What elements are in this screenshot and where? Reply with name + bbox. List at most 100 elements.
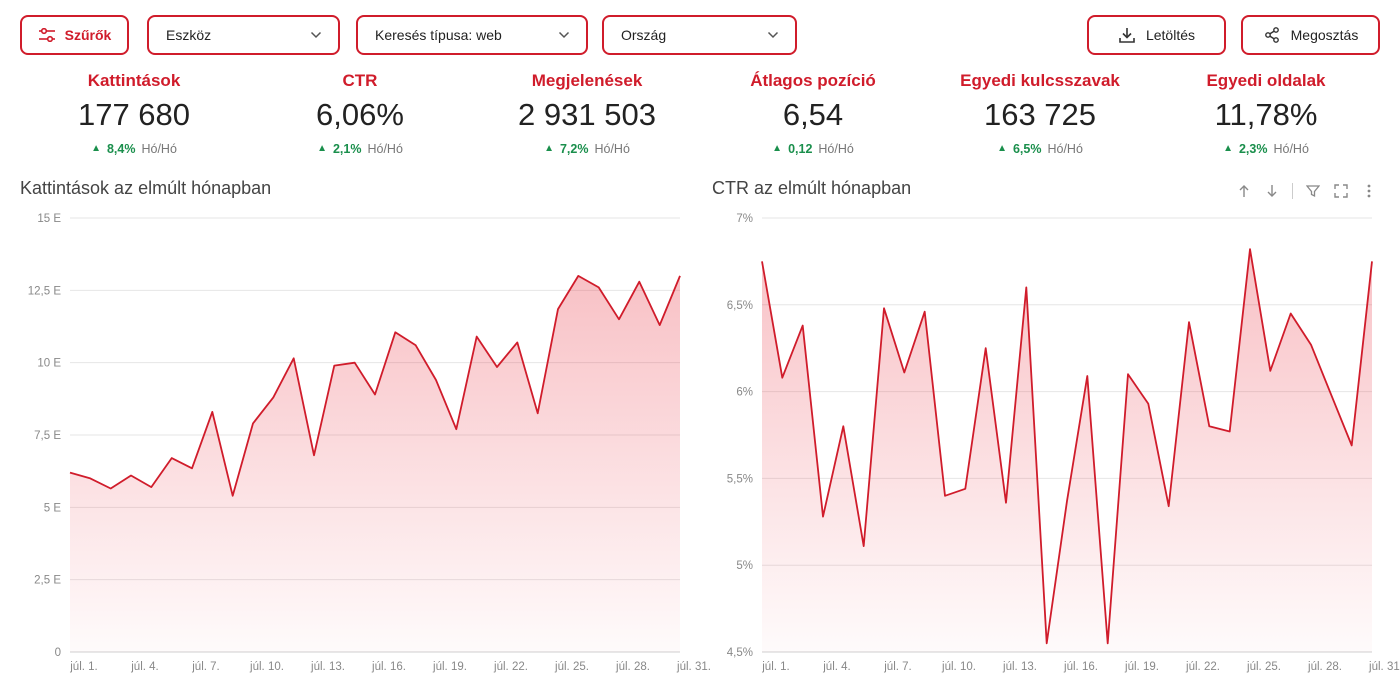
x-tick-label: júl. 10.: [249, 661, 284, 673]
kpi-label: CTR: [342, 71, 378, 90]
kpi-delta-value: 2,1%: [332, 142, 362, 156]
kpi-value: 163 725: [983, 97, 1097, 132]
kpi-delta: ▲ 2,3% Hó/Hó: [1156, 140, 1376, 158]
kpi-label: Egyedi oldalak: [1206, 71, 1326, 90]
search-type-dropdown-value: Keresés típusa: web: [375, 27, 502, 43]
x-tick-label: júl. 19.: [432, 661, 467, 673]
clicks-area-fill: [70, 275, 680, 652]
x-tick-label: júl. 13.: [1002, 661, 1037, 673]
x-tick-label: júl. 25.: [1246, 661, 1281, 673]
triangle-up-icon: ▲: [772, 143, 783, 154]
x-tick-label: júl. 31.: [676, 661, 711, 673]
clicks-series-line: [69, 274, 681, 497]
fullscreen-icon[interactable]: [1327, 181, 1355, 201]
y-tick-label: 6%: [736, 387, 753, 399]
kpi-label: Kattintások: [87, 71, 181, 90]
kpi-value: 2 931 503: [518, 97, 656, 132]
kpi-delta: ▲ 7,2% Hó/Hó: [477, 140, 697, 158]
kpi-value: 11,78%: [1214, 97, 1318, 132]
x-tick-label: júl. 13.: [310, 661, 345, 673]
kpi-label: Egyedi kulcsszavak: [960, 71, 1120, 90]
download-button[interactable]: Letöltés: [1087, 15, 1226, 55]
kpi-delta-period: Hó/Hó: [1273, 142, 1309, 156]
y-tick-label: 5%: [736, 560, 753, 572]
triangle-up-icon: ▲: [997, 143, 1007, 154]
x-tick-label: júl. 28.: [1307, 661, 1342, 673]
y-tick-label: 5,5%: [727, 473, 753, 485]
arrow-up-icon[interactable]: [1230, 181, 1258, 201]
x-tick-label: júl. 10.: [941, 661, 976, 673]
x-tick-label: júl. 7.: [883, 661, 912, 673]
x-tick-label: júl. 16.: [1063, 661, 1098, 673]
kpi-delta-period: Hó/Hó: [1047, 142, 1083, 156]
triangle-up-icon: ▲: [91, 143, 101, 154]
x-tick-label: júl. 22.: [493, 661, 528, 673]
share-button[interactable]: Megosztás: [1241, 15, 1380, 55]
chevron-down-icon: [558, 31, 570, 39]
y-tick-label: 12,5 E: [28, 285, 62, 297]
x-tick-label: júl. 7.: [191, 661, 220, 673]
kpi-delta: ▲ 0,12 Hó/Hó: [703, 140, 923, 158]
kpi-label: Átlagos pozíció: [750, 71, 876, 90]
y-tick-label: 0: [55, 647, 61, 659]
x-tick-label: júl. 22.: [1185, 661, 1220, 673]
filters-label: Szűrők: [64, 27, 112, 43]
y-tick-label: 5 E: [44, 502, 62, 514]
y-tick-label: 2,5 E: [34, 575, 61, 587]
x-tick-label: júl. 19.: [1124, 661, 1159, 673]
y-tick-label: 4,5%: [727, 647, 753, 659]
kpi-value: 6,54: [782, 97, 844, 132]
country-dropdown[interactable]: Ország: [602, 15, 797, 55]
chevron-down-icon: [310, 31, 322, 39]
triangle-up-icon: ▲: [544, 143, 554, 154]
arrow-down-icon[interactable]: [1258, 181, 1286, 201]
y-tick-label: 7,5 E: [34, 430, 61, 442]
ctr-area-fill: [762, 249, 1372, 652]
kpi-delta-value: 6,5%: [1012, 142, 1042, 156]
kpi-delta-value: 8,4%: [106, 142, 136, 156]
sliders-icon: [38, 28, 56, 42]
more-vertical-icon[interactable]: [1355, 181, 1383, 201]
y-tick-label: 15 E: [37, 213, 61, 225]
x-tick-label: júl. 1.: [69, 661, 98, 673]
x-tick-label: júl. 25.: [554, 661, 589, 673]
x-tick-label: júl. 1.: [761, 661, 790, 673]
kpi-delta-period: Hó/Hó: [594, 142, 630, 156]
kpi-clicks: Kattintások 177 680 ▲ 8,4% Hó/Hó: [24, 68, 244, 158]
toolbar-divider: [1292, 183, 1293, 199]
x-tick-label: júl. 4.: [822, 661, 851, 673]
x-tick-label: júl. 16.: [371, 661, 406, 673]
kpi-delta-period: Hó/Hó: [818, 142, 854, 156]
y-tick-label: 7%: [736, 213, 753, 225]
kpi-delta-value: 0,12: [788, 142, 813, 156]
x-tick-label: júl. 28.: [615, 661, 650, 673]
search-type-dropdown[interactable]: Keresés típusa: web: [356, 15, 588, 55]
kpi-delta: ▲ 2,1% Hó/Hó: [250, 140, 470, 158]
filters-button[interactable]: Szűrők: [20, 15, 129, 55]
kpi-unique-pages: Egyedi oldalak 11,78% ▲ 2,3% Hó/Hó: [1156, 68, 1376, 158]
triangle-up-icon: ▲: [317, 143, 327, 154]
funnel-icon[interactable]: [1299, 181, 1327, 201]
download-label: Letöltés: [1145, 27, 1196, 43]
kpi-delta-value: 7,2%: [559, 142, 589, 156]
kpi-row: Kattintások 177 680 ▲ 8,4% Hó/Hó CTR 6,0…: [0, 68, 1400, 168]
kpi-impressions: Megjelenések 2 931 503 ▲ 7,2% Hó/Hó: [477, 68, 697, 158]
x-tick-label: júl. 31.: [1368, 661, 1400, 673]
triangle-up-icon: ▲: [1223, 143, 1233, 154]
kpi-ctr: CTR 6,06% ▲ 2,1% Hó/Hó: [250, 68, 470, 158]
clicks-chart-title: Kattintások az elmúlt hónapban: [20, 178, 272, 198]
device-dropdown-value: Eszköz: [166, 27, 212, 43]
y-tick-label: 6,5%: [727, 300, 753, 312]
y-tick-label: 10 E: [37, 358, 61, 370]
device-dropdown[interactable]: Eszköz: [147, 15, 340, 55]
chevron-down-icon: [767, 31, 779, 39]
share-icon: [1263, 26, 1281, 44]
ctr-chart-title: CTR az elmúlt hónapban: [712, 178, 912, 198]
kpi-delta: ▲ 8,4% Hó/Hó: [24, 140, 244, 158]
chart-toolbar: [1230, 180, 1385, 202]
country-dropdown-value: Ország: [621, 27, 667, 43]
x-tick-label: júl. 4.: [130, 661, 159, 673]
kpi-unique-keywords: Egyedi kulcsszavak 163 725 ▲ 6,5% Hó/Hó: [930, 68, 1150, 158]
kpi-delta-period: Hó/Hó: [367, 142, 403, 156]
